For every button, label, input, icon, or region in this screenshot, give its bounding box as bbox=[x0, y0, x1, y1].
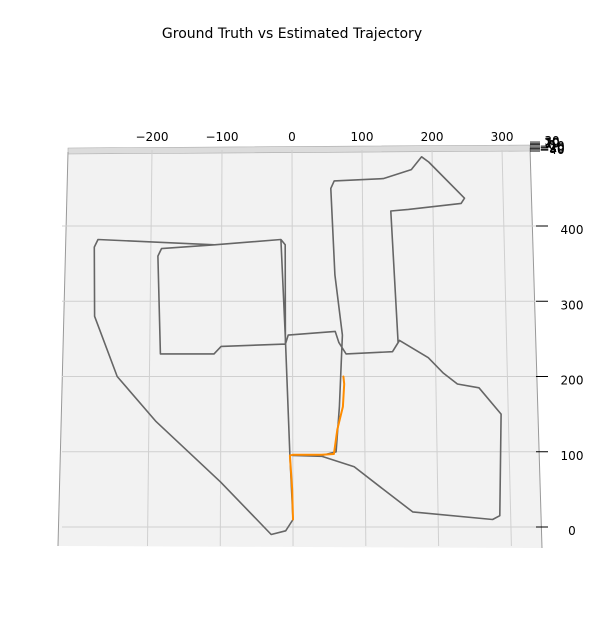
y-tick-label: 300 bbox=[561, 298, 584, 312]
x-gridline-200 bbox=[431, 149, 440, 547]
z-tick-label: 30 bbox=[544, 134, 559, 148]
y-tick-label: 0 bbox=[568, 524, 576, 538]
x-gridline-0 bbox=[291, 149, 294, 547]
z-tick-label: −20 bbox=[539, 141, 564, 155]
z-tick-label: 0 bbox=[548, 138, 556, 152]
y-tick-labels: 0 100 200 300 400 bbox=[561, 223, 584, 538]
x-gridlines bbox=[146, 149, 512, 547]
x-tick-label: 200 bbox=[421, 130, 444, 144]
x-tick-label: 0 bbox=[288, 130, 296, 144]
z-tick-label: −40 bbox=[539, 143, 564, 157]
x-gridline--100 bbox=[219, 149, 223, 547]
y-tick-label: 100 bbox=[561, 449, 584, 463]
x-gridline--200 bbox=[146, 149, 153, 547]
series-layer bbox=[93, 156, 502, 536]
y-gridlines bbox=[62, 225, 548, 528]
chart-title: Ground Truth vs Estimated Trajectory bbox=[162, 26, 422, 42]
x-tick-labels: −200 −100 0 100 200 300 bbox=[136, 130, 514, 144]
estimated-line bbox=[288, 375, 346, 521]
x-tick-label: −100 bbox=[206, 130, 239, 144]
back-pane bbox=[58, 148, 542, 548]
y-tick-label: 200 bbox=[561, 374, 584, 388]
z-tick-label: 10 bbox=[544, 137, 559, 151]
y-tick-label: 400 bbox=[561, 223, 584, 237]
x-gridline-100 bbox=[361, 149, 367, 547]
x-tick-label: −200 bbox=[136, 130, 169, 144]
left-pane-edge bbox=[57, 151, 69, 547]
z-tick-label: −10 bbox=[539, 139, 564, 153]
right-pane-edge bbox=[529, 147, 543, 549]
x-tick-label: 100 bbox=[351, 130, 374, 144]
x-tick-label: 300 bbox=[491, 130, 514, 144]
z-tick-label: −30 bbox=[539, 142, 564, 156]
x-gridline-300 bbox=[501, 149, 512, 547]
z-tick-label: 20 bbox=[544, 135, 559, 149]
